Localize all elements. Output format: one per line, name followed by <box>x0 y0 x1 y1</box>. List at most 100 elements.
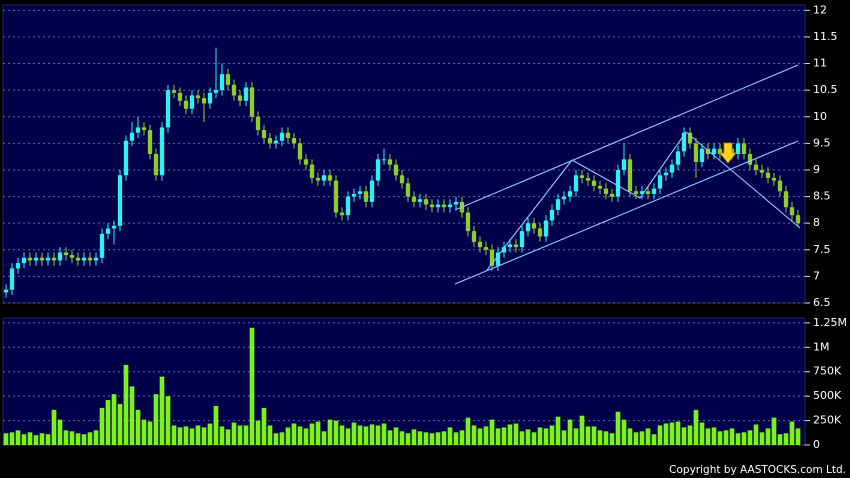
volume-bar <box>249 327 255 445</box>
y-tick-label: 12 <box>813 3 827 16</box>
trend-lines <box>454 64 801 285</box>
volume-bar <box>69 431 75 445</box>
candle-body <box>159 127 165 176</box>
candle-body <box>3 289 9 293</box>
candle-body <box>405 183 411 197</box>
volume-bar <box>231 422 237 445</box>
candle-body <box>561 196 567 200</box>
candle-body <box>243 87 249 101</box>
volume-bar <box>663 423 669 445</box>
candle-body <box>57 252 63 261</box>
candle-body <box>411 196 417 202</box>
candle-body <box>489 249 495 266</box>
volume-bar <box>771 417 777 445</box>
candle-body <box>219 74 225 91</box>
volume-bar <box>567 419 573 445</box>
y-tick-label: 7 <box>813 269 820 282</box>
candle-body <box>267 138 273 144</box>
volume-bar <box>93 430 99 445</box>
candle-body <box>45 257 51 261</box>
candle-body <box>591 180 597 186</box>
volume-bar <box>369 424 375 445</box>
volume-bar <box>357 425 363 445</box>
y-tick-label: 500K <box>813 389 842 402</box>
volume-bar <box>105 400 111 445</box>
candle-body <box>309 164 315 178</box>
candle-body <box>447 204 453 208</box>
candle-body <box>141 127 147 131</box>
candle-body <box>423 199 429 205</box>
volume-bar <box>795 428 801 445</box>
candle-body <box>75 257 81 261</box>
volume-bar <box>687 425 693 445</box>
volume-bar <box>363 426 369 445</box>
candle-body <box>189 95 195 109</box>
volume-bar <box>645 428 651 445</box>
candle-body <box>531 223 537 229</box>
candle-body <box>645 191 651 194</box>
candle-body <box>351 193 357 197</box>
candle-body <box>111 225 117 229</box>
y-tick-label: 750K <box>813 365 842 378</box>
candle-body <box>237 95 243 101</box>
volume-bar <box>519 431 525 445</box>
volume-bar <box>693 409 699 445</box>
volume-bar <box>741 432 747 445</box>
volume-bar <box>705 428 711 445</box>
y-tick-label: 6.5 <box>813 296 831 309</box>
candle-body <box>9 268 15 290</box>
candle-body <box>363 191 369 202</box>
volume-bar <box>711 427 717 445</box>
candle-body <box>555 199 561 210</box>
candle-body <box>21 257 27 264</box>
candle-body <box>513 244 519 248</box>
y-tick-label: 9.5 <box>813 136 831 149</box>
volume-bar <box>177 427 183 445</box>
candle-body <box>399 175 405 184</box>
candle-body <box>735 143 741 154</box>
candle-body <box>705 148 711 154</box>
candle-body <box>753 164 759 170</box>
volume-panel <box>2 317 806 446</box>
volume-bar <box>297 426 303 445</box>
candle-body <box>93 257 99 261</box>
candle-body <box>39 257 45 261</box>
candle-body <box>183 100 189 109</box>
volume-bar <box>309 423 315 445</box>
volume-bar <box>399 431 405 445</box>
candle-body <box>663 172 669 176</box>
candle-body <box>537 228 543 237</box>
volume-bar <box>261 407 267 445</box>
volume-bar <box>153 394 159 445</box>
candle-body <box>123 140 129 176</box>
volume-bar <box>123 364 129 445</box>
volume-bar <box>669 422 675 445</box>
volume-bar <box>165 396 171 445</box>
candle-body <box>693 143 699 162</box>
volume-bar <box>393 427 399 445</box>
volume-bar <box>483 426 489 445</box>
channel-upper <box>454 64 799 211</box>
volume-bar <box>21 434 27 445</box>
volume-bar <box>255 420 261 445</box>
candle-body <box>393 164 399 176</box>
volume-bar <box>507 424 513 445</box>
volume-bar <box>219 426 225 445</box>
candle-body <box>477 241 483 248</box>
candle-body <box>99 233 105 258</box>
candle-body <box>345 196 351 216</box>
candle-body <box>333 180 339 213</box>
volume-bar <box>3 433 9 445</box>
volume-bar <box>579 415 585 445</box>
candle-body <box>639 191 645 194</box>
candle-body <box>615 169 621 197</box>
candle-body <box>297 143 303 160</box>
candle-body <box>327 175 333 181</box>
volume-bar <box>375 425 381 445</box>
candle-body <box>699 148 705 162</box>
volume-bar <box>111 394 117 445</box>
candle-body <box>471 231 477 242</box>
volume-bar <box>597 430 603 445</box>
candle-body <box>195 95 201 99</box>
volume-bar <box>51 409 57 445</box>
